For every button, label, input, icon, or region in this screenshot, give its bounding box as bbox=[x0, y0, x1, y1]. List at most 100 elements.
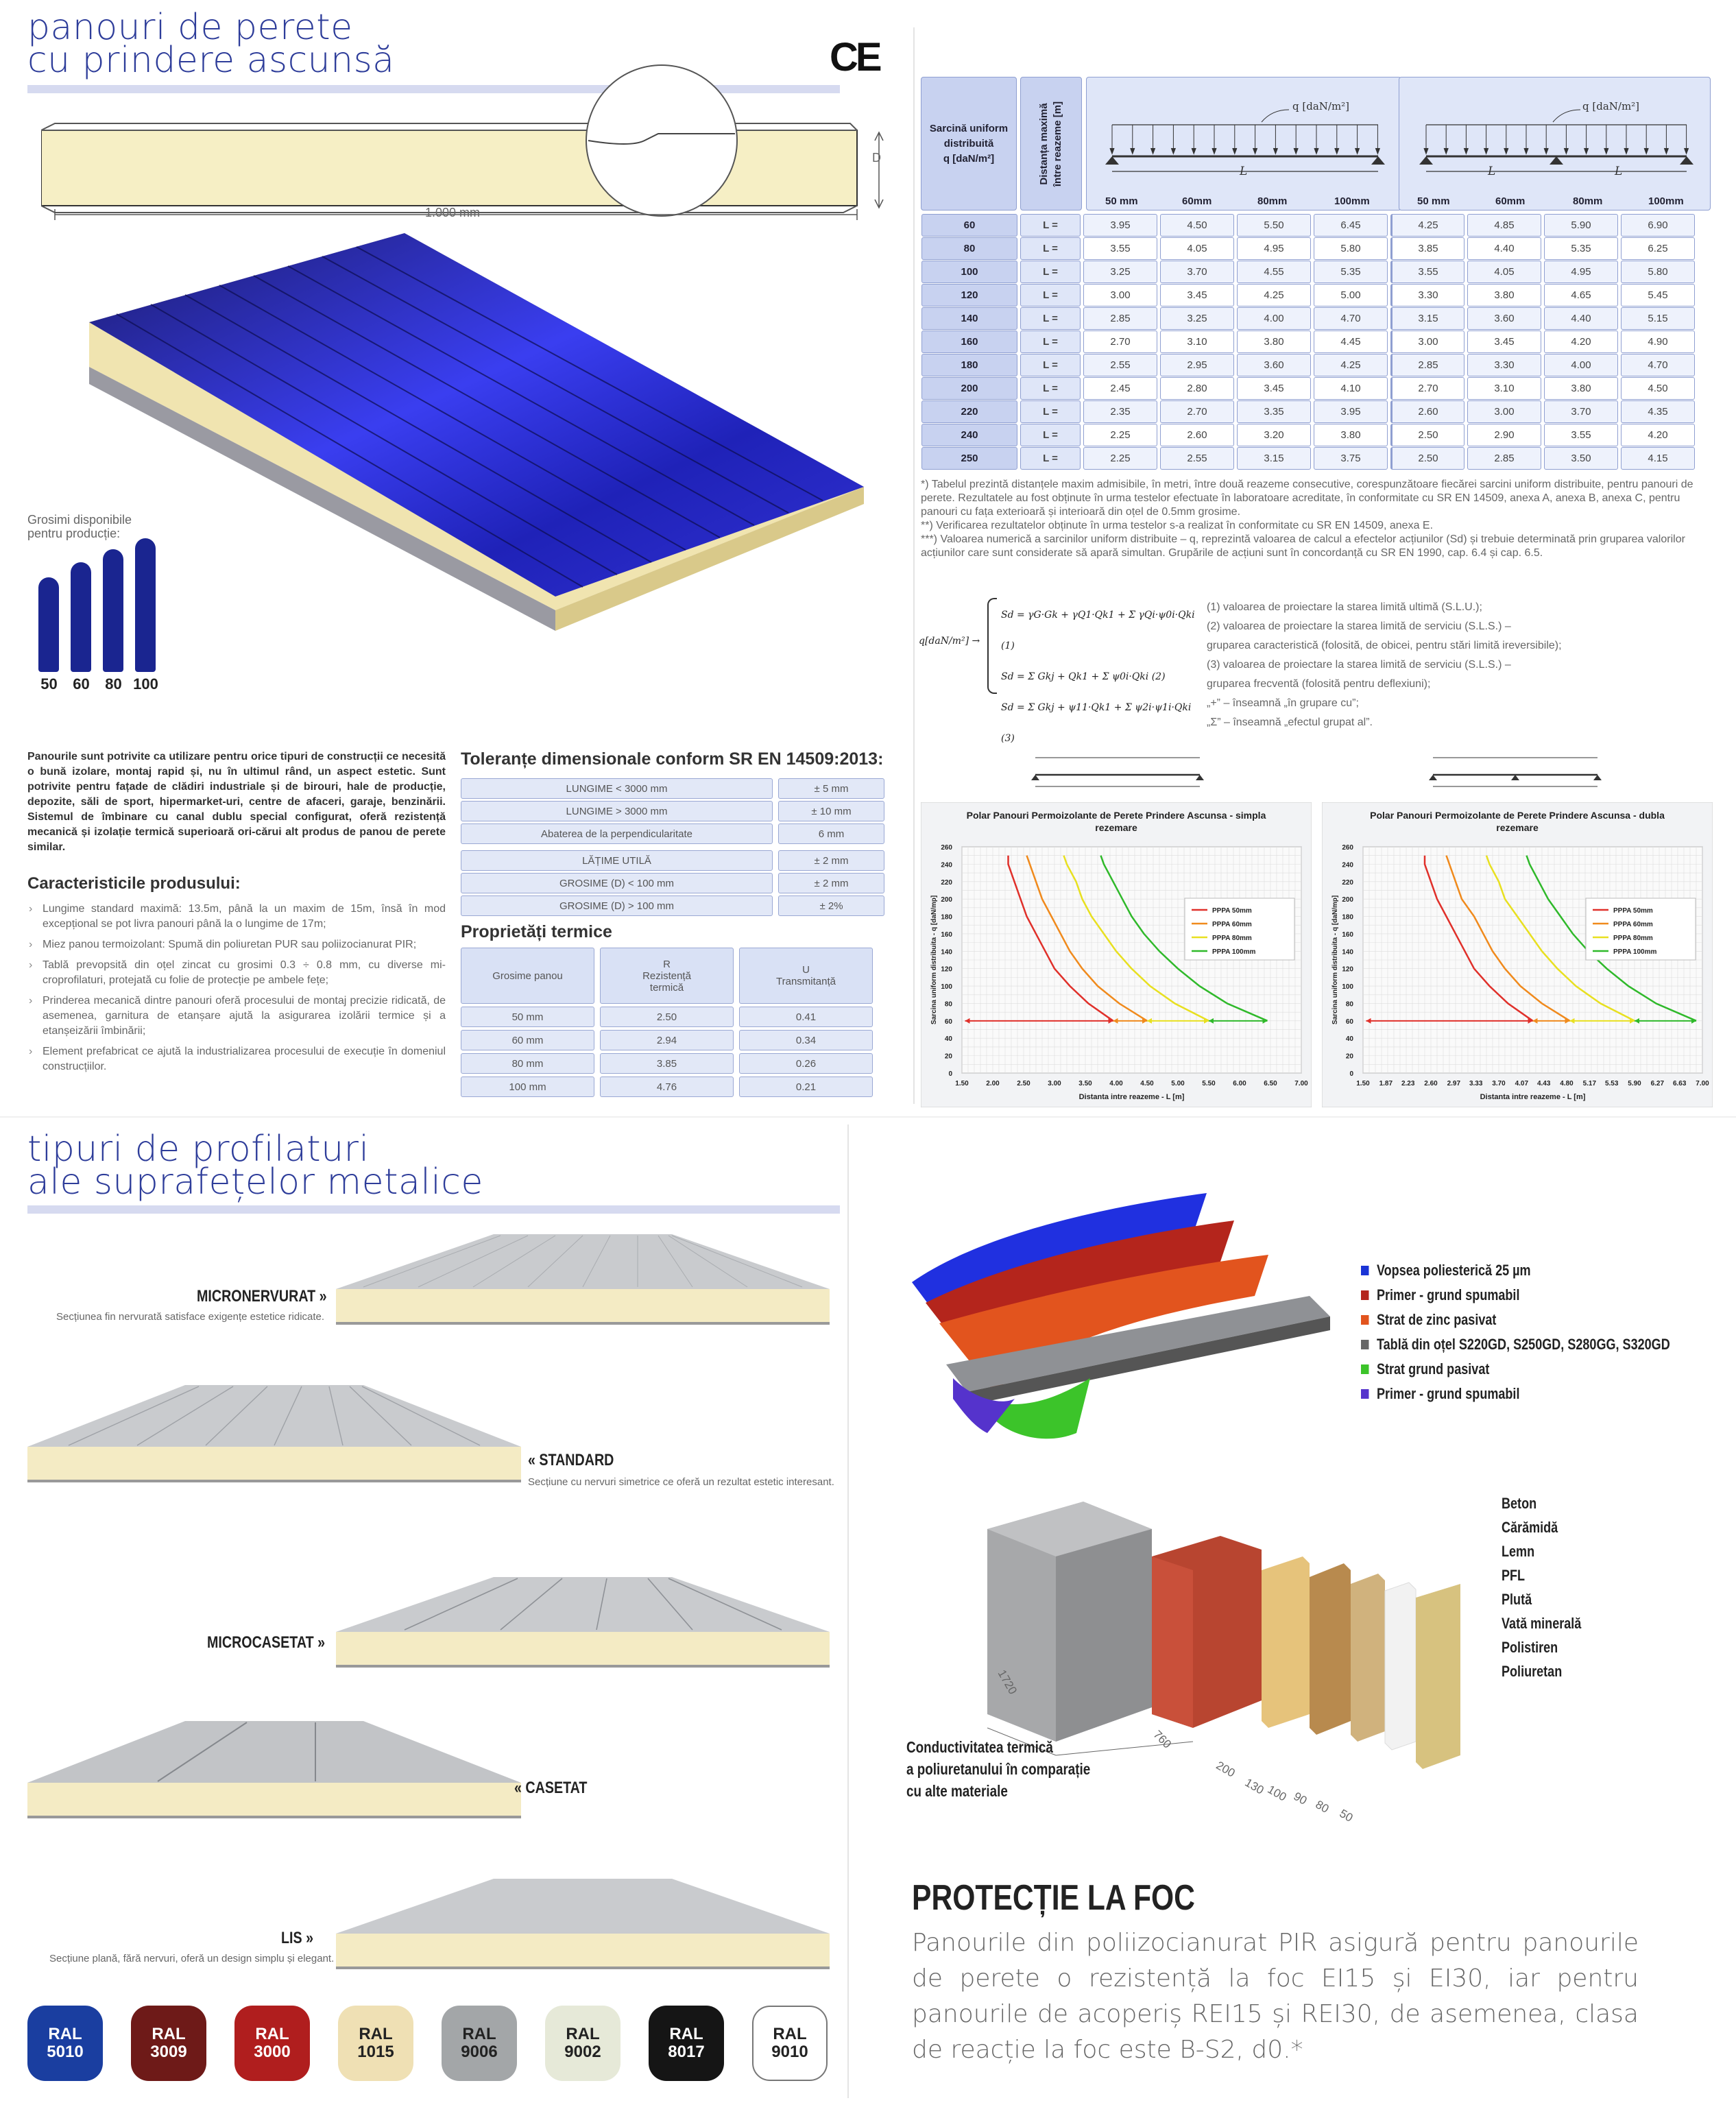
load-cell: 240 bbox=[921, 424, 1017, 446]
L-cell: L = bbox=[1020, 330, 1081, 353]
formula-block: Sd = γG·Gk + γQ1·Qk1 + Σ γQi·ψ0i·Qki (1)… bbox=[1001, 600, 1200, 754]
x-axis-label: Distanta intre reazeme - L [m] bbox=[1480, 1093, 1586, 1101]
label-line: Conductivitatea termică bbox=[906, 1738, 1053, 1756]
x-tick-label: 2.97 bbox=[1447, 1080, 1461, 1087]
legend-item: Strat grund pasivat bbox=[1361, 1357, 1670, 1382]
table-cell: 6 mm bbox=[778, 823, 884, 844]
legend-label: Primer - grund spumabil bbox=[1376, 1286, 1520, 1303]
table-header-load: Sarcină uniform distribuită q [daN/m²] bbox=[921, 77, 1017, 210]
table-cell: 3.45 bbox=[1467, 330, 1541, 353]
load-arrow-head bbox=[1423, 147, 1429, 155]
y-tick-label: 140 bbox=[941, 948, 952, 956]
q-label: q [daN/m²] bbox=[1582, 100, 1640, 112]
table-row: 50 mm 2.50 0.41 bbox=[461, 1007, 873, 1027]
legend-item: Strat de zinc pasivat bbox=[1361, 1308, 1670, 1332]
span-arrow-head bbox=[1204, 1018, 1209, 1024]
load-arrow-head bbox=[1663, 147, 1669, 155]
table-cell: 5.50 bbox=[1237, 214, 1311, 237]
chart-title: rezemare bbox=[1095, 822, 1137, 833]
caracteristici-title: Caracteristicile produsului: bbox=[27, 874, 241, 893]
material-label: Plută bbox=[1502, 1591, 1532, 1608]
legend-swatch bbox=[1361, 1290, 1369, 1300]
table-cell: ± 2 mm bbox=[778, 850, 884, 871]
load-arrow-head bbox=[1253, 147, 1258, 155]
table-cell: 6.25 bbox=[1621, 237, 1695, 260]
double-span-small-diagram bbox=[1429, 757, 1602, 787]
y-tick-label: 260 bbox=[1342, 844, 1353, 852]
title-line: ale suprafețelor metalice bbox=[27, 1162, 483, 1203]
profile-lis-image bbox=[336, 1879, 830, 1969]
table-cell: 2.70 bbox=[1160, 400, 1234, 423]
load-cell: 180 bbox=[921, 354, 1017, 376]
x-axis-label: Distanta intre reazeme - L [m] bbox=[1079, 1093, 1185, 1101]
x-tick-label: 7.00 bbox=[1294, 1080, 1308, 1087]
table-cell: 4.05 bbox=[1160, 237, 1234, 260]
table-cell: 4.90 bbox=[1621, 330, 1695, 353]
table-cell: 2.70 bbox=[1390, 377, 1464, 400]
material-label: PFL bbox=[1502, 1567, 1526, 1584]
table-cell: 4.15 bbox=[1621, 447, 1695, 470]
y-tick-label: 160 bbox=[941, 931, 952, 939]
table-cell: 4.95 bbox=[1544, 261, 1618, 283]
legend-label: Strat grund pasivat bbox=[1376, 1360, 1490, 1378]
dim-d-label: D bbox=[872, 151, 881, 165]
x-tick-label: 6.50 bbox=[1264, 1080, 1277, 1087]
table-cell: 0.21 bbox=[739, 1076, 873, 1097]
y-tick-label: 220 bbox=[1342, 879, 1353, 887]
title-line: cu prindere ascunsă bbox=[27, 40, 395, 81]
page1-title: panouri de perete cu prindere ascunsă bbox=[27, 10, 395, 81]
table-cell: 2.50 bbox=[1390, 447, 1464, 470]
table-cell: 3.95 bbox=[1083, 214, 1157, 237]
span-arrow-head bbox=[1262, 1018, 1268, 1024]
y-tick-label: 0 bbox=[948, 1070, 952, 1078]
table-cell: 3.80 bbox=[1544, 377, 1618, 400]
load-arrow-head bbox=[1314, 147, 1319, 155]
list-item: Miez panou termoizolant: Spumă din poliu… bbox=[27, 937, 446, 952]
legend-item: Primer - grund spumabil bbox=[1361, 1283, 1670, 1308]
legend-label: PPPA 60mm bbox=[1613, 921, 1653, 928]
x-tick-label: 3.50 bbox=[1078, 1080, 1092, 1087]
load-arrow-head bbox=[1109, 147, 1115, 155]
ral-swatch: RAL 9006 bbox=[442, 2006, 517, 2081]
table-cell: 2.85 bbox=[1390, 354, 1464, 376]
legend-label: Strat de zinc pasivat bbox=[1376, 1311, 1497, 1328]
legend-swatch bbox=[1361, 1266, 1369, 1275]
load-table: 60 L = 3.95 4.50 5.50 6.45 4.25 4.85 5.90 6.90 80 L… bbox=[919, 213, 1698, 470]
table-row: GROSIME (D) > 100 mm ± 2% bbox=[461, 895, 884, 916]
formula: Sd = Σ Gkj + ψ11·Qk1 + Σ ψ2i·ψ1i·Qki (3) bbox=[1001, 702, 1192, 744]
formula-note: gruparea frecventă (folosită pentru defl… bbox=[1207, 678, 1431, 690]
intro-paragraph: Panourile sunt potrivite ca utilizare pe… bbox=[27, 751, 446, 853]
table-cell: 60 mm bbox=[461, 1030, 594, 1050]
legend-swatch bbox=[1361, 1340, 1369, 1349]
tolerante-title: Toleranțe dimensionale conform SR EN 145… bbox=[461, 749, 884, 769]
legend-label: PPPA 80mm bbox=[1613, 935, 1653, 942]
ral-label: RAL bbox=[669, 2025, 703, 2043]
table-cell: 3.25 bbox=[1160, 307, 1234, 330]
x-tick-label: 5.53 bbox=[1605, 1080, 1619, 1087]
series-line bbox=[1445, 855, 1571, 1022]
legend-box bbox=[1184, 898, 1295, 961]
legend-label: Vopsea poliesterică 25 µm bbox=[1376, 1262, 1531, 1279]
load-cell: 220 bbox=[921, 400, 1017, 423]
table-row: 140 L = 2.85 3.25 4.00 4.70 3.15 3.60 4.40 5.15 bbox=[921, 307, 1695, 330]
formula-notes: (1) valoarea de proiectare la starea lim… bbox=[1207, 598, 1562, 732]
column-header: 80mm bbox=[1257, 195, 1288, 207]
formula-brace bbox=[987, 598, 997, 694]
formula-note: „Σ” – înseamnă „efectul grupat al”. bbox=[1207, 717, 1373, 728]
material-label: Cărămidă bbox=[1502, 1519, 1558, 1536]
series-line bbox=[1526, 855, 1697, 1022]
table-cell: 5.80 bbox=[1314, 237, 1388, 260]
legend-label: Primer - grund spumabil bbox=[1376, 1385, 1520, 1402]
L-label: L bbox=[1488, 165, 1496, 178]
table-row: 220 L = 2.35 2.70 3.35 3.95 2.60 3.00 3.70 4.35 bbox=[921, 400, 1695, 423]
table-row: GROSIME (D) < 100 mm ± 2 mm bbox=[461, 873, 884, 893]
formula-note: (2) valoarea de proiectare la starea lim… bbox=[1207, 621, 1511, 632]
load-arrow-head bbox=[1355, 147, 1360, 155]
load-arrow-head bbox=[1543, 147, 1549, 155]
load-arrow-head bbox=[1624, 147, 1629, 155]
material-label: Beton bbox=[1502, 1495, 1537, 1512]
load-cell: 80 bbox=[921, 237, 1017, 260]
table-cell: 2.90 bbox=[1467, 424, 1541, 446]
L-cell: L = bbox=[1020, 237, 1081, 260]
load-arrow-head bbox=[1191, 147, 1196, 155]
